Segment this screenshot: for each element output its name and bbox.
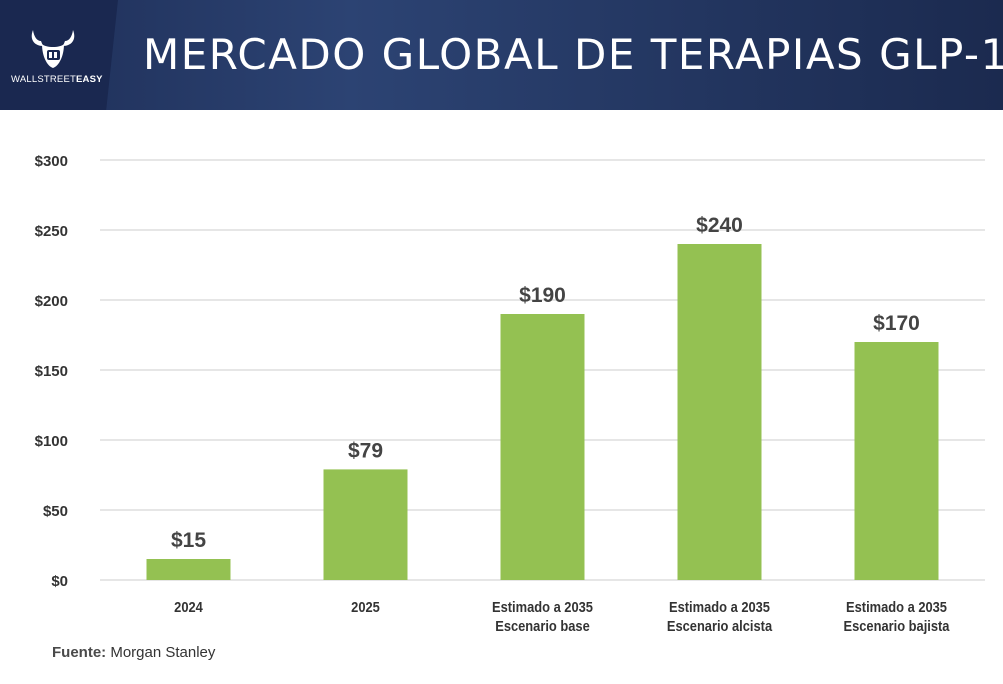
y-tick-label: $150 (35, 363, 68, 380)
x-tick-label: Estimado a 2035 (669, 598, 770, 615)
y-tick-label: $0 (51, 573, 68, 590)
page-title: MERCADO GLOBAL DE TERAPIAS GLP-1 (143, 30, 1003, 79)
bar (677, 244, 762, 580)
data-label: $190 (519, 284, 566, 307)
y-tick-label: $100 (35, 433, 68, 450)
data-label: $170 (873, 312, 920, 335)
y-tick-label: $200 (35, 293, 68, 310)
data-label: $79 (348, 439, 383, 462)
logo-wordmark: WALLSTREETEASY (11, 74, 103, 85)
source-note: Fuente: Morgan Stanley (52, 644, 215, 661)
source-label: Fuente: (52, 644, 107, 661)
x-tick-label: Escenario base (495, 617, 590, 634)
bar (146, 559, 231, 580)
x-tick-label: 2024 (174, 598, 203, 615)
x-tick-label: Escenario bajista (844, 617, 950, 634)
y-tick-label: $250 (35, 223, 68, 240)
bar (323, 469, 408, 580)
x-tick-label: Estimado a 2035 (492, 598, 593, 615)
bar (500, 314, 585, 580)
y-tick-label: $300 (35, 153, 68, 170)
bar-chart: $0 $50 $100 $150 $200 $250 $300 $15 2024 $79 2025 $… (35, 153, 985, 634)
x-tick-label: Escenario alcista (667, 617, 772, 634)
data-label: $240 (696, 214, 743, 237)
x-tick-label: Estimado a 2035 (846, 598, 947, 615)
x-tick-label: 2025 (351, 598, 380, 615)
data-label: $15 (171, 529, 206, 552)
bar (854, 342, 939, 580)
header-banner: WALLSTREETEASY MERCADO GLOBAL DE TERAPIA… (0, 0, 1003, 110)
y-tick-label: $50 (43, 503, 68, 520)
bull-logo-icon (31, 30, 75, 68)
source-value: Morgan Stanley (110, 644, 216, 661)
logo-panel: WALLSTREETEASY (0, 0, 118, 110)
